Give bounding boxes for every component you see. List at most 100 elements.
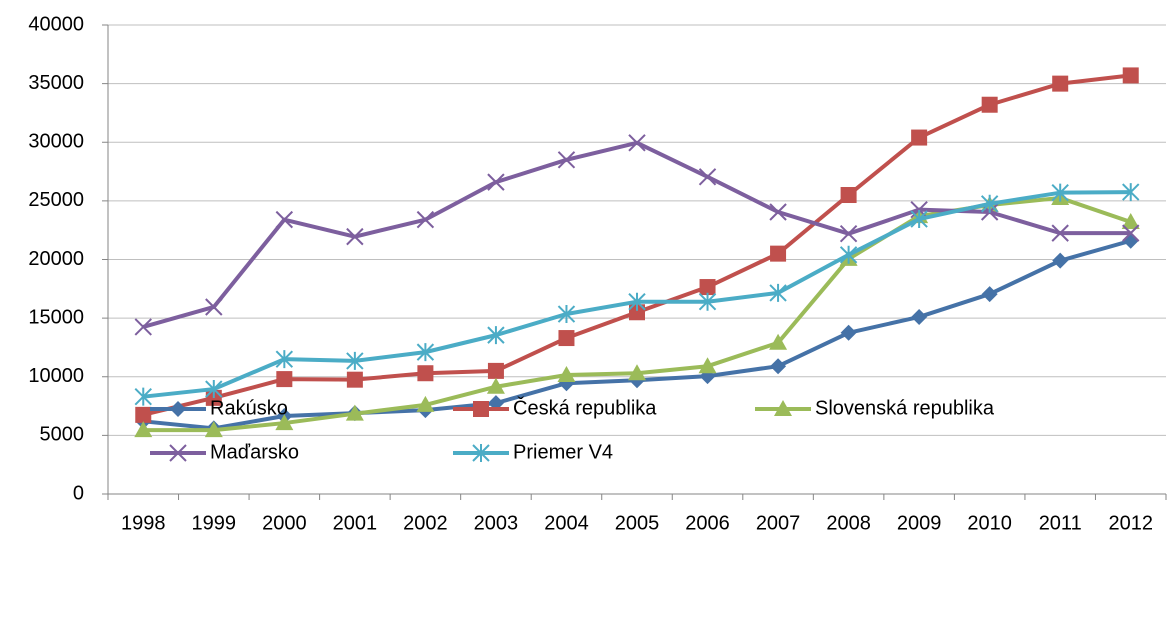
marker	[981, 286, 998, 303]
marker-shape	[628, 292, 646, 311]
marker-shape	[911, 129, 928, 146]
marker-shape	[769, 333, 788, 350]
x-tick-label: 2010	[967, 512, 1012, 534]
x-tick-label: 2012	[1108, 512, 1153, 534]
marker	[1121, 212, 1140, 229]
y-tick-label: 30000	[28, 131, 84, 153]
marker-shape	[629, 304, 645, 321]
legend-label: Česká republika	[513, 396, 657, 419]
marker-shape	[487, 173, 505, 191]
marker	[205, 298, 223, 316]
marker	[135, 406, 152, 423]
marker-shape	[473, 401, 489, 417]
marker	[134, 421, 153, 438]
marker-shape	[839, 224, 858, 243]
marker	[1122, 67, 1139, 84]
marker	[770, 358, 787, 375]
marker-shape	[276, 371, 293, 388]
marker	[416, 395, 435, 412]
marker	[557, 365, 576, 382]
y-tick-label: 10000	[28, 365, 84, 387]
marker-shape	[275, 350, 294, 369]
marker-shape	[557, 305, 576, 324]
marker	[699, 279, 716, 296]
marker	[698, 168, 717, 186]
marker-shape	[1122, 67, 1139, 84]
marker-shape	[1122, 183, 1140, 202]
marker	[134, 387, 152, 406]
marker	[417, 365, 434, 382]
marker-shape	[699, 279, 716, 296]
marker-shape	[1051, 224, 1069, 242]
marker	[911, 129, 928, 146]
marker	[487, 362, 504, 379]
marker	[769, 333, 788, 350]
marker-shape	[346, 371, 363, 388]
marker	[558, 330, 575, 347]
marker-shape	[1052, 252, 1069, 269]
marker-shape	[981, 96, 998, 113]
x-tick-label: 2005	[615, 512, 660, 534]
marker-shape	[1122, 232, 1139, 249]
marker-shape	[628, 364, 646, 381]
y-tick-label: 0	[73, 482, 84, 504]
marker-shape	[134, 421, 153, 438]
marker-shape	[840, 187, 857, 204]
marker-shape	[346, 227, 364, 246]
y-tick-label: 40000	[28, 13, 84, 35]
x-tick-label: 2008	[826, 512, 871, 534]
marker	[346, 351, 364, 370]
x-tick-label: 2000	[262, 512, 307, 534]
marker	[276, 371, 293, 388]
x-tick-label: 2004	[544, 512, 589, 534]
marker	[346, 371, 363, 388]
marker	[134, 318, 152, 336]
x-tick-label: 2002	[403, 512, 448, 534]
marker	[204, 421, 223, 438]
marker-shape	[628, 134, 646, 152]
marker-shape	[1122, 224, 1140, 242]
marker	[486, 377, 505, 394]
y-tick-label: 20000	[28, 248, 84, 270]
marker	[1122, 232, 1139, 249]
marker-shape	[487, 326, 505, 345]
marker	[487, 173, 505, 191]
y-tick-label: 15000	[28, 306, 84, 328]
marker	[698, 292, 717, 311]
marker-shape	[135, 406, 152, 423]
marker-shape	[769, 203, 787, 221]
marker	[769, 283, 787, 302]
marker	[1051, 183, 1069, 202]
marker-shape	[205, 298, 223, 316]
x-tick-label: 2001	[333, 512, 378, 534]
x-tick-label: 2007	[756, 512, 801, 534]
marker	[275, 414, 294, 431]
marker	[769, 203, 787, 221]
legend-label: Maďarsko	[210, 441, 299, 463]
marker	[416, 343, 435, 362]
marker	[557, 305, 576, 324]
marker	[628, 364, 646, 381]
marker-shape	[205, 380, 223, 399]
x-tick-label: 2011	[1039, 512, 1082, 534]
y-tick-label: 35000	[28, 72, 84, 94]
marker	[416, 210, 435, 229]
marker-shape	[416, 210, 435, 229]
marker-shape	[486, 377, 505, 394]
marker-shape	[487, 362, 504, 379]
marker	[840, 187, 857, 204]
marker	[839, 245, 858, 264]
marker	[1051, 224, 1069, 242]
y-tick-label: 5000	[40, 424, 85, 446]
marker	[1122, 224, 1140, 242]
marker-shape	[275, 414, 294, 431]
marker	[980, 194, 999, 213]
marker	[170, 401, 186, 417]
marker-shape	[910, 210, 928, 229]
marker	[628, 292, 646, 311]
marker-shape	[1052, 75, 1069, 92]
marker-shape	[416, 343, 435, 362]
marker	[1122, 183, 1140, 202]
marker	[205, 380, 223, 399]
marker-shape	[839, 245, 858, 264]
